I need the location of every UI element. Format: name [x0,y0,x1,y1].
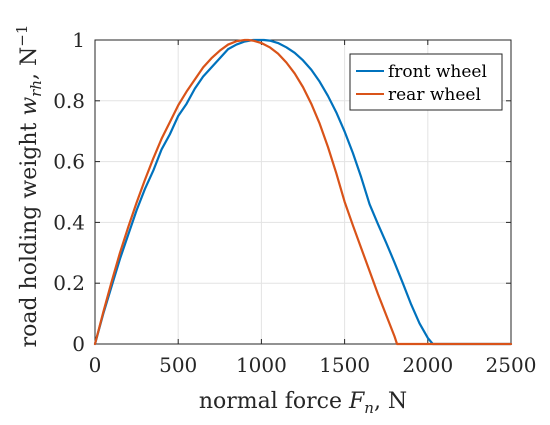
x-axis-title-sub: n [364,399,374,417]
legend: front wheel rear wheel [349,53,503,111]
legend-box [349,53,503,111]
y-axis-title-prefix: road holding weight [17,116,42,348]
legend-label-rear-wheel: rear wheel [388,85,481,105]
x-tick-label: 1000 [236,353,287,377]
series-line-front-wheel [93,38,513,346]
y-axis-title-suffix: , N [17,47,42,80]
series-line-rear-wheel [93,38,513,346]
y-tick-label: 0 [72,332,85,356]
x-tick-label: 2000 [402,353,453,377]
x-tick-label: 500 [159,353,197,377]
y-tick-label: 0.2 [53,271,85,295]
axis-ticks: 0 500 1000 1500 2000 2500 0 0.2 0.4 0.6 0.8 1 [53,28,536,377]
y-axis-title-sup: −1 [13,25,31,47]
plot-frame [94,39,512,345]
y-axis-title-var: w [17,97,42,116]
legend-label-front-wheel: front wheel [388,62,487,82]
x-tick-label: 1500 [319,353,370,377]
x-axis-title-prefix: normal force [199,389,349,414]
x-axis-title: normal force Fn, N [199,389,407,417]
x-axis-title-suffix: , N [374,389,407,414]
y-axis-title-sub: rh [27,80,45,97]
y-tick-label: 0.6 [53,150,85,174]
series-lines [93,38,513,346]
y-tick-label: 0.4 [53,210,85,234]
x-tick-label: 0 [89,353,102,377]
y-tick-label: 1 [72,28,85,52]
x-tick-label: 2500 [486,353,537,377]
y-tick-label: 0.8 [53,89,85,113]
x-axis-title-var: F [348,389,365,414]
y-axis-title: road holding weight wrh, N−1 [13,25,45,348]
